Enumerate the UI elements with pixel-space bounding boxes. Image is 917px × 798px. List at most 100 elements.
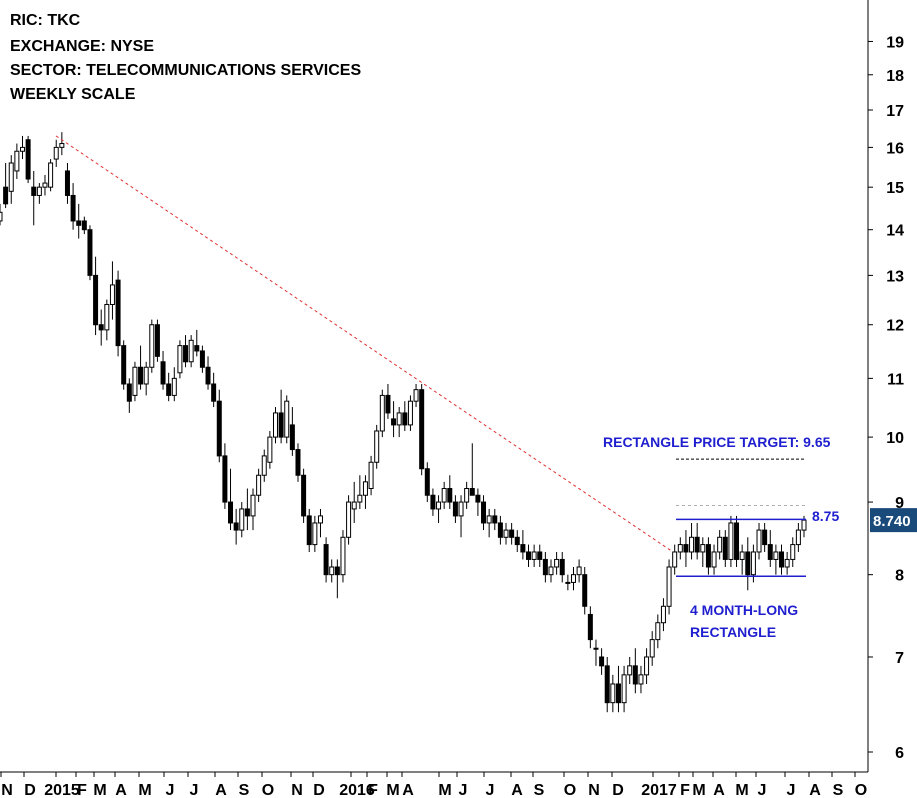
candle-body [183, 345, 189, 363]
x-tick-label: A [713, 782, 725, 798]
candle-body [750, 551, 756, 576]
candle [762, 522, 768, 552]
candle-body [396, 412, 402, 426]
candle-body [801, 519, 807, 531]
candle-body [36, 186, 42, 196]
candle [660, 598, 666, 632]
candle-body [610, 683, 616, 704]
candle [261, 449, 267, 482]
candle-body [76, 220, 82, 226]
candle [413, 383, 419, 408]
x-tick-label: J [787, 782, 796, 798]
x-tick-label: J [486, 782, 495, 798]
candle [295, 443, 301, 482]
candle-body [447, 488, 453, 503]
candle-body [301, 474, 307, 517]
candle-body [734, 522, 740, 560]
overlays-layer: RECTANGLE PRICE TARGET: 9.65 8.75 4 MONTH-… [55, 135, 839, 640]
candle [531, 544, 537, 568]
candle [14, 143, 20, 180]
candle [149, 319, 155, 373]
candle [8, 155, 14, 204]
candle [351, 481, 357, 523]
candle-body [756, 529, 762, 553]
candle [59, 132, 65, 156]
candle-body [250, 494, 256, 517]
x-tick-label: O [564, 782, 576, 798]
y-axis: 6 7 8 9 10 11 12 13 14 15 16 17 18 19 8.740 [867, 0, 917, 772]
candle [486, 508, 492, 538]
candle [48, 159, 54, 192]
candle-body [385, 394, 391, 414]
candle-body [683, 544, 689, 553]
x-tick-label: N [588, 782, 600, 798]
candle-body [149, 324, 155, 368]
candle-body [672, 551, 678, 568]
candle [396, 407, 402, 438]
candle [638, 665, 644, 694]
candle [357, 475, 363, 509]
candle [683, 530, 689, 568]
y-tick-label: 9 [895, 495, 904, 512]
candle [773, 544, 779, 575]
candle-body [717, 536, 723, 553]
x-tick-label: A [809, 782, 821, 798]
candle [233, 508, 239, 545]
candle [464, 481, 470, 509]
candle [503, 522, 509, 545]
x-tick-label: J [190, 782, 199, 798]
candle [368, 455, 374, 496]
x-tick-label: S [239, 782, 250, 798]
candle [492, 508, 498, 531]
candle-body [154, 324, 160, 357]
y-tick-label: 10 [886, 430, 904, 447]
candle [109, 261, 115, 320]
x-tick-label: J [758, 782, 767, 798]
candle [205, 356, 211, 390]
candle-body [379, 394, 385, 432]
x-tick-label: F [77, 782, 87, 798]
candle-body [542, 558, 548, 576]
candle-body [346, 501, 352, 538]
candle [216, 389, 222, 463]
x-tick-label: 2015 [44, 782, 80, 798]
x-tick-label: A [511, 782, 523, 798]
ric-label: RIC: TKC [10, 12, 81, 29]
x-tick-label: F [368, 782, 378, 798]
candle [481, 495, 487, 531]
candle-body [728, 522, 734, 560]
candle [475, 488, 481, 516]
candle-body [644, 656, 650, 676]
candle-body [621, 674, 627, 704]
exchange-label: EXCHANGE: NYSE [10, 38, 155, 55]
candle-body [239, 508, 245, 531]
candle [19, 135, 25, 160]
candle [301, 468, 307, 523]
candle [143, 361, 149, 396]
candle [334, 559, 340, 599]
candle [430, 488, 436, 516]
x-tick-label: D [24, 782, 36, 798]
candle [458, 495, 464, 538]
candle [621, 665, 627, 713]
candle-body [520, 544, 526, 553]
candle-body [8, 162, 14, 192]
candle-body [14, 150, 20, 172]
candle-body [700, 544, 706, 553]
candle [469, 443, 475, 496]
candle-body [362, 481, 368, 496]
candle [615, 665, 621, 713]
candle-body [739, 551, 745, 560]
y-tick-label: 14 [886, 223, 904, 240]
candle [239, 502, 245, 538]
pattern-annotation-2: RECTANGLE [690, 624, 776, 640]
candle-body [599, 656, 605, 667]
y-tick-label: 13 [886, 268, 904, 285]
candle-body [42, 182, 48, 188]
x-tick-label: O [855, 782, 867, 798]
candle [194, 329, 200, 357]
candle-body [666, 566, 672, 607]
x-tick-label: M [138, 782, 151, 798]
candle [188, 335, 194, 368]
candle-body [745, 551, 751, 576]
